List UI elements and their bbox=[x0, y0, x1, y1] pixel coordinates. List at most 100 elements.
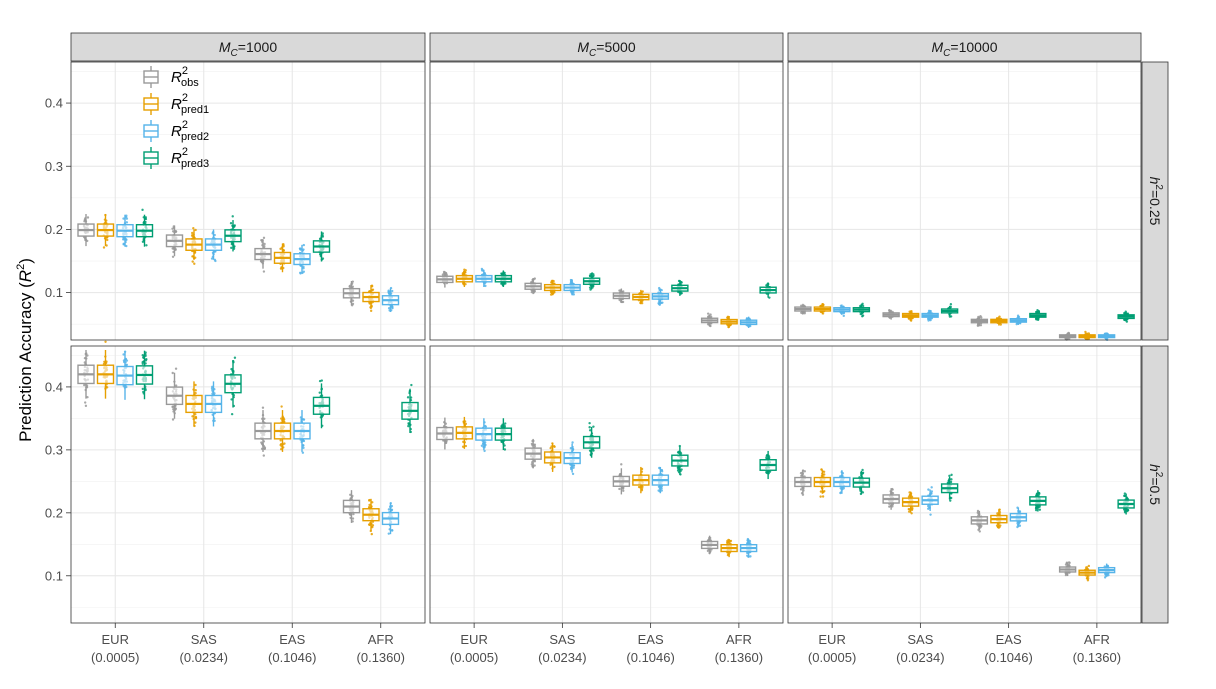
point bbox=[141, 360, 144, 364]
point bbox=[125, 244, 128, 248]
box-R2obs-sas bbox=[524, 277, 542, 295]
x-tick-sublabel: (0.0005) bbox=[450, 650, 498, 665]
box-R2pred3-afr bbox=[759, 282, 777, 299]
y-axes: 0.1 0.2 0.3 0.4 0.1 0.2 0.3 0.4 bbox=[45, 96, 71, 583]
box-R2obs-sas bbox=[165, 367, 184, 421]
x-tick-sublabel: (0.0234) bbox=[538, 650, 586, 665]
point bbox=[390, 529, 394, 532]
box-R2pred3-sas bbox=[582, 272, 601, 291]
point bbox=[145, 358, 148, 361]
panel-r2-c3 bbox=[787, 345, 1142, 624]
point bbox=[592, 273, 595, 276]
point bbox=[86, 354, 89, 357]
box-R2pred3-afr bbox=[401, 383, 419, 434]
x-tick-sublabel: (0.1046) bbox=[984, 650, 1032, 665]
x-tick-label: AFR bbox=[368, 632, 394, 647]
point bbox=[410, 383, 413, 387]
box-R2pred2-eur bbox=[116, 214, 134, 248]
point bbox=[553, 291, 556, 294]
x-tick-label: EAS bbox=[996, 632, 1022, 647]
point bbox=[171, 405, 174, 409]
box-R2obs-eas bbox=[612, 463, 631, 495]
point bbox=[976, 509, 980, 513]
box-R2pred1-eur bbox=[813, 302, 832, 315]
point bbox=[907, 510, 911, 513]
point bbox=[660, 288, 663, 292]
point bbox=[637, 485, 641, 489]
point bbox=[141, 208, 144, 212]
point bbox=[84, 404, 88, 408]
box-R2obs-eur bbox=[794, 303, 812, 315]
x-tick-label: EAS bbox=[279, 632, 305, 647]
point bbox=[571, 472, 575, 476]
box-R2pred3-sas bbox=[940, 473, 959, 502]
box-R2pred1-sas bbox=[543, 279, 562, 296]
box-R2pred2-eas bbox=[651, 286, 670, 306]
point bbox=[192, 226, 195, 230]
point bbox=[1107, 573, 1110, 577]
y-tick-label: 0.3 bbox=[45, 442, 63, 457]
y-tick-label: 0.1 bbox=[45, 568, 63, 583]
box-R2pred2-eas bbox=[293, 410, 311, 454]
point bbox=[104, 340, 107, 343]
panel-r2-c2 bbox=[429, 345, 784, 624]
point bbox=[930, 490, 934, 493]
box-R2pred2-sas bbox=[921, 486, 939, 516]
point bbox=[621, 487, 625, 490]
point bbox=[823, 489, 826, 493]
box-R2pred3-eas bbox=[671, 444, 689, 476]
panel-r1-c1 bbox=[70, 61, 426, 341]
x-tick-label: EUR bbox=[102, 632, 129, 647]
point bbox=[86, 216, 90, 219]
point bbox=[948, 474, 951, 478]
point bbox=[1018, 524, 1022, 527]
point bbox=[588, 429, 592, 432]
x-tick-sublabel: (0.0234) bbox=[180, 650, 228, 665]
box-R2pred3-eur bbox=[494, 418, 513, 451]
box-R2obs-eas bbox=[970, 509, 989, 533]
facet-strip-col-3 bbox=[787, 32, 1142, 62]
point bbox=[907, 507, 911, 511]
point bbox=[371, 524, 375, 527]
point bbox=[191, 231, 194, 235]
box-R2pred1-eas bbox=[632, 466, 650, 494]
point bbox=[125, 359, 129, 362]
x-tick-sublabel: (0.1046) bbox=[268, 650, 316, 665]
point bbox=[552, 445, 556, 448]
point bbox=[500, 281, 504, 285]
point bbox=[191, 260, 194, 263]
facet-panels bbox=[70, 61, 1142, 624]
box-R2pred3-eur bbox=[135, 350, 154, 400]
point bbox=[819, 495, 822, 498]
point bbox=[171, 418, 175, 421]
point bbox=[125, 363, 129, 367]
point bbox=[174, 384, 178, 387]
facet-label-col-2: MC=5000 bbox=[577, 39, 635, 59]
box-R2obs-eur bbox=[794, 469, 812, 496]
box-R2pred2-sas bbox=[921, 309, 939, 322]
point bbox=[979, 324, 983, 327]
point bbox=[348, 284, 352, 288]
point bbox=[106, 238, 109, 242]
point bbox=[622, 489, 625, 493]
point bbox=[387, 508, 391, 511]
point bbox=[391, 289, 394, 293]
x-tick-sublabel: (0.1360) bbox=[715, 650, 763, 665]
point bbox=[302, 267, 305, 270]
point bbox=[618, 289, 621, 292]
x-tick-sublabel: (0.1360) bbox=[357, 650, 405, 665]
point bbox=[302, 243, 306, 247]
point bbox=[1037, 491, 1041, 495]
point bbox=[352, 512, 355, 516]
point bbox=[193, 262, 196, 265]
point bbox=[83, 401, 87, 404]
point bbox=[213, 258, 217, 261]
point bbox=[261, 406, 265, 409]
y-tick-label: 0.4 bbox=[45, 379, 63, 394]
point bbox=[260, 238, 263, 242]
point bbox=[823, 473, 826, 476]
point bbox=[861, 468, 864, 472]
point bbox=[661, 301, 664, 304]
box-R2pred1-sas bbox=[543, 442, 562, 472]
box-R2pred3-afr bbox=[759, 450, 777, 480]
